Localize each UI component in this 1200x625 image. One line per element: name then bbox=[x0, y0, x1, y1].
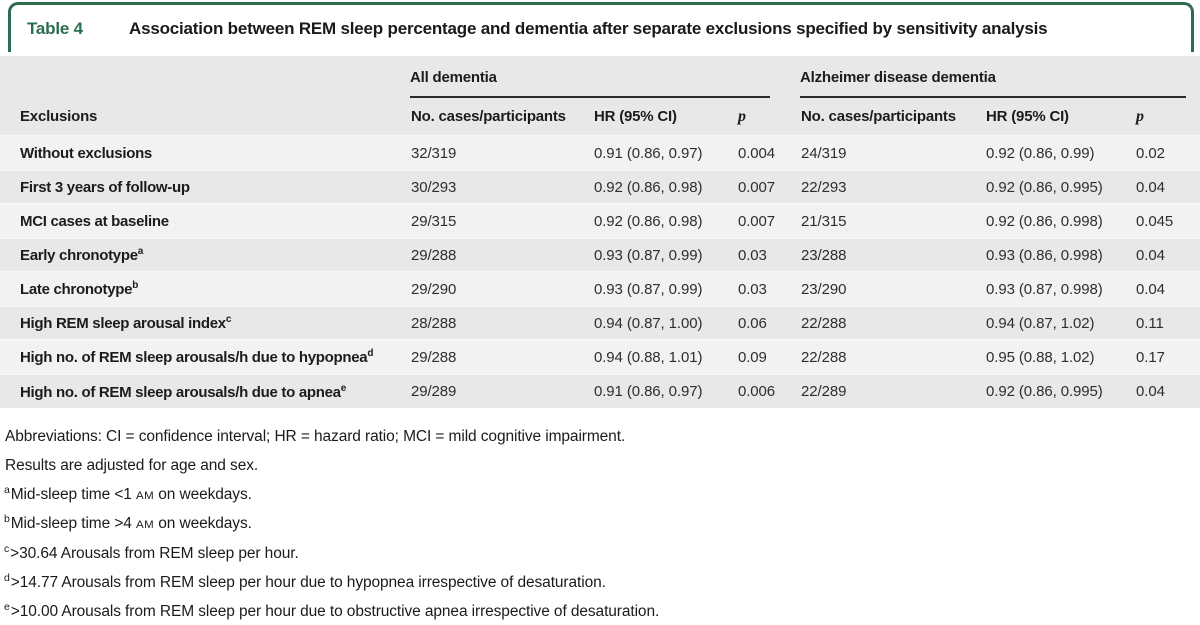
group-header-all-dementia: All dementia bbox=[410, 56, 800, 98]
all-hr-cell: 0.92 (0.86, 0.98) bbox=[593, 203, 737, 238]
ad-p-cell: 0.045 bbox=[1135, 203, 1200, 238]
table-row: Without exclusions 32/319 0.91 (0.86, 0.… bbox=[0, 135, 1200, 170]
column-header-exclusions: Exclusions bbox=[20, 108, 98, 125]
all-p-cell: 0.004 bbox=[737, 135, 801, 170]
table-row: First 3 years of follow-up 30/293 0.92 (… bbox=[0, 169, 1200, 204]
footnote-abbreviations: Abbreviations: CI = confidence interval;… bbox=[5, 428, 626, 446]
all-hr-cell: 0.92 (0.86, 0.98) bbox=[593, 169, 737, 204]
group-header-alzheimer: Alzheimer disease dementia bbox=[800, 56, 1200, 98]
column-header-ad-p: p bbox=[1136, 107, 1144, 125]
column-header-all-hr: HR (95% CI) bbox=[594, 108, 677, 125]
all-hr-cell: 0.91 (0.86, 0.97) bbox=[593, 373, 737, 408]
all-cases-cell: 29/290 bbox=[410, 271, 593, 306]
column-header-all-cases: No. cases/participants bbox=[411, 108, 566, 125]
ad-hr-cell: 0.94 (0.87, 1.02) bbox=[985, 305, 1136, 340]
ad-hr-cell: 0.92 (0.86, 0.995) bbox=[985, 373, 1136, 408]
column-header-ad-cases: No. cases/participants bbox=[801, 108, 956, 125]
ad-hr-cell: 0.92 (0.86, 0.99) bbox=[985, 135, 1136, 170]
exclusion-label-cell: Without exclusions bbox=[0, 135, 410, 170]
all-hr-cell: 0.91 (0.86, 0.97) bbox=[593, 135, 737, 170]
table-number-label: Table 4 bbox=[27, 18, 83, 38]
column-header-row: Exclusions No. cases/participants HR (95… bbox=[0, 98, 1200, 136]
exclusion-label-cell: High REM sleep arousal indexc bbox=[0, 305, 410, 340]
table-header: All dementia Alzheimer disease dementia … bbox=[0, 56, 1200, 136]
exclusion-label-cell: Early chronotypea bbox=[0, 237, 410, 272]
column-header-ad-hr: HR (95% CI) bbox=[986, 108, 1069, 125]
all-hr-cell: 0.93 (0.87, 0.99) bbox=[593, 271, 737, 306]
all-p-cell: 0.006 bbox=[737, 373, 801, 408]
all-hr-cell: 0.94 (0.87, 1.00) bbox=[593, 305, 737, 340]
ad-cases-cell: 23/290 bbox=[800, 271, 986, 306]
ad-hr-cell: 0.93 (0.87, 0.998) bbox=[985, 271, 1136, 306]
ad-cases-cell: 22/288 bbox=[800, 305, 986, 340]
ad-hr-cell: 0.93 (0.86, 0.998) bbox=[985, 237, 1136, 272]
all-p-cell: 0.007 bbox=[737, 203, 801, 238]
table-title: Association between REM sleep percentage… bbox=[129, 18, 1048, 38]
group-label-all-dementia: All dementia bbox=[410, 69, 771, 98]
table-row: High no. of REM sleep arousals/h due to … bbox=[0, 373, 1200, 408]
group-label-alzheimer: Alzheimer disease dementia bbox=[800, 69, 1187, 98]
footnote-adjustment: Results are adjusted for age and sex. bbox=[5, 457, 259, 475]
footnote-c: c>30.64 Arousals from REM sleep per hour… bbox=[4, 542, 299, 562]
ad-hr-cell: 0.92 (0.86, 0.995) bbox=[985, 169, 1136, 204]
exclusion-label-cell: High no. of REM sleep arousals/h due to … bbox=[0, 373, 410, 408]
all-p-cell: 0.007 bbox=[737, 169, 801, 204]
ad-cases-cell: 23/288 bbox=[800, 237, 986, 272]
ad-p-cell: 0.04 bbox=[1135, 237, 1200, 272]
ad-p-cell: 0.04 bbox=[1135, 271, 1200, 306]
table-body: Without exclusions 32/319 0.91 (0.86, 0.… bbox=[0, 135, 1200, 408]
footnotes: Abbreviations: CI = confidence interval;… bbox=[0, 408, 1200, 625]
table-row: High no. of REM sleep arousals/h due to … bbox=[0, 339, 1200, 374]
all-cases-cell: 29/315 bbox=[410, 203, 593, 238]
exclusion-label-cell: High no. of REM sleep arousals/h due to … bbox=[0, 339, 410, 374]
column-header-all-p: p bbox=[738, 107, 746, 125]
exclusion-label-cell: First 3 years of follow-up bbox=[0, 169, 410, 204]
all-cases-cell: 28/288 bbox=[410, 305, 593, 340]
all-p-cell: 0.09 bbox=[737, 339, 801, 374]
group-header-row: All dementia Alzheimer disease dementia bbox=[0, 56, 1200, 98]
table-row: High REM sleep arousal indexc 28/288 0.9… bbox=[0, 305, 1200, 340]
all-p-cell: 0.06 bbox=[737, 305, 801, 340]
all-cases-cell: 30/293 bbox=[410, 169, 593, 204]
ad-p-cell: 0.02 bbox=[1135, 135, 1200, 170]
footnote-d: d>14.77 Arousals from REM sleep per hour… bbox=[4, 571, 606, 591]
ad-hr-cell: 0.92 (0.86, 0.998) bbox=[985, 203, 1136, 238]
ad-cases-cell: 21/315 bbox=[800, 203, 986, 238]
ad-p-cell: 0.11 bbox=[1135, 305, 1200, 340]
all-hr-cell: 0.94 (0.88, 1.01) bbox=[593, 339, 737, 374]
all-cases-cell: 29/288 bbox=[410, 237, 593, 272]
table-row: Late chronotypeb 29/290 0.93 (0.87, 0.99… bbox=[0, 271, 1200, 306]
results-table: All dementia Alzheimer disease dementia … bbox=[0, 56, 1200, 408]
ad-cases-cell: 22/288 bbox=[800, 339, 986, 374]
table-title-bar: Table 4 Association between REM sleep pe… bbox=[8, 2, 1194, 52]
group-header-spacer bbox=[0, 56, 410, 98]
ad-p-cell: 0.17 bbox=[1135, 339, 1200, 374]
all-p-cell: 0.03 bbox=[737, 237, 801, 272]
ad-p-cell: 0.04 bbox=[1135, 373, 1200, 408]
ad-hr-cell: 0.95 (0.88, 1.02) bbox=[985, 339, 1136, 374]
all-cases-cell: 29/289 bbox=[410, 373, 593, 408]
table-row: Early chronotypea 29/288 0.93 (0.87, 0.9… bbox=[0, 237, 1200, 272]
exclusion-label-cell: Late chronotypeb bbox=[0, 271, 410, 306]
exclusion-label-cell: MCI cases at baseline bbox=[0, 203, 410, 238]
table-row: MCI cases at baseline 29/315 0.92 (0.86,… bbox=[0, 203, 1200, 238]
ad-cases-cell: 22/293 bbox=[800, 169, 986, 204]
ad-cases-cell: 22/289 bbox=[800, 373, 986, 408]
ad-cases-cell: 24/319 bbox=[800, 135, 986, 170]
all-cases-cell: 29/288 bbox=[410, 339, 593, 374]
footnote-b: bMid-sleep time >4 AM on weekdays. bbox=[4, 513, 252, 533]
all-p-cell: 0.03 bbox=[737, 271, 801, 306]
all-hr-cell: 0.93 (0.87, 0.99) bbox=[593, 237, 737, 272]
footnote-e: e>10.00 Arousals from REM sleep per hour… bbox=[4, 600, 660, 621]
all-cases-cell: 32/319 bbox=[410, 135, 593, 170]
ad-p-cell: 0.04 bbox=[1135, 169, 1200, 204]
footnote-a: aMid-sleep time <1 AM on weekdays. bbox=[4, 484, 252, 504]
